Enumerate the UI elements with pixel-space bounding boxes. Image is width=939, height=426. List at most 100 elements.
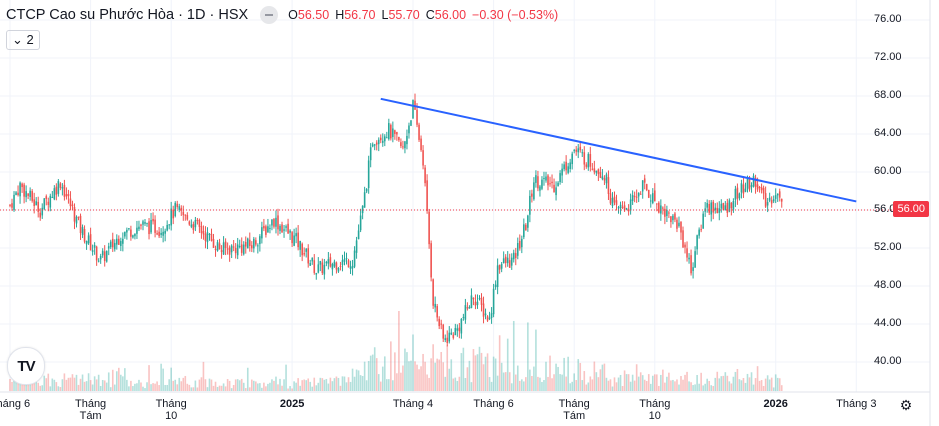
volume-bar: [244, 388, 247, 391]
volume-bar: [730, 383, 733, 391]
candle-body: [327, 259, 330, 264]
volume-bar: [279, 378, 281, 391]
candle-body: [79, 215, 82, 234]
volume-bar: [85, 381, 88, 391]
volume-bar: [140, 382, 142, 391]
candle-body: [664, 208, 666, 217]
tradingview-logo-icon[interactable]: TV: [7, 347, 45, 385]
volume-bar: [124, 368, 126, 391]
candle-body: [261, 227, 263, 239]
volume-bar: [468, 360, 471, 391]
volume-bar: [313, 377, 316, 391]
candle-body: [343, 259, 346, 262]
candle-body: [504, 256, 507, 264]
candle-body: [482, 303, 485, 317]
volume-bar: [303, 379, 305, 391]
candle-body: [244, 242, 247, 247]
candle-body: [420, 138, 422, 151]
price-tick-label: 44.00: [874, 317, 902, 329]
candle-body: [609, 193, 612, 204]
candle-body: [307, 248, 310, 264]
candle-body: [120, 240, 122, 246]
volume-bar: [686, 371, 688, 391]
volume-bar: [214, 381, 217, 391]
candle-body: [466, 307, 469, 309]
volume-bar: [704, 383, 706, 391]
candle-body: [476, 301, 479, 306]
candle-body: [615, 200, 618, 205]
candle-body: [718, 208, 721, 213]
candle-body: [508, 260, 511, 268]
candle-body: [43, 198, 46, 210]
settings-icon[interactable]: ⚙: [899, 397, 913, 413]
volume-bar: [25, 384, 27, 391]
candle-body: [510, 257, 513, 266]
volume-bar: [345, 382, 348, 391]
volume-bar: [452, 378, 455, 391]
symbol-title[interactable]: CTCP Cao su Phước Hòa · 1D · HSX: [6, 7, 249, 23]
volume-bar: [420, 366, 422, 391]
candle-body: [760, 187, 763, 191]
volume-bar: [75, 374, 78, 391]
volume-bar: [579, 362, 582, 391]
candle-body: [428, 211, 430, 245]
candle-body: [345, 258, 348, 260]
volume-bar: [440, 351, 443, 391]
candle-body: [744, 188, 747, 192]
collapse-indicators-button[interactable]: ⌄ 2: [6, 30, 40, 50]
candle-body: [271, 219, 273, 226]
volume-bar: [186, 383, 189, 391]
candle-body: [660, 205, 662, 214]
candle-body: [184, 214, 187, 216]
volume-bar: [142, 386, 144, 391]
volume-bar: [533, 366, 535, 391]
minus-icon[interactable]: [260, 6, 279, 24]
candle-body: [248, 239, 251, 246]
volume-bar: [426, 374, 428, 391]
volume-bar: [557, 366, 559, 391]
candle-body: [386, 137, 388, 139]
candle-body: [337, 267, 340, 272]
volume-bar: [182, 377, 185, 391]
candle-body: [474, 301, 477, 306]
time-tick-label: 2026: [763, 398, 788, 410]
candle-body: [128, 228, 130, 230]
volume-bar: [750, 372, 753, 391]
volume-bar: [585, 384, 588, 391]
volume-bar: [208, 378, 211, 391]
candle-body: [81, 227, 84, 235]
candle-body: [301, 243, 303, 256]
candle-body: [297, 232, 299, 248]
volume-bar: [41, 385, 44, 391]
candle-body: [383, 136, 386, 142]
volume-bar: [728, 381, 731, 391]
candle-body: [561, 168, 563, 176]
candle-body: [277, 215, 279, 230]
volume-bar: [111, 369, 114, 391]
candle-body: [595, 170, 598, 173]
candle-body: [458, 327, 461, 332]
candle-body: [698, 229, 700, 236]
symbol-legend: CTCP Cao su Phước Hòa · 1D · HSX O56.50 …: [6, 6, 558, 24]
volume-bar: [263, 382, 265, 391]
candle-body: [144, 222, 146, 224]
volume-bar: [172, 380, 175, 391]
candle-body: [182, 211, 185, 216]
trendline[interactable]: [380, 97, 857, 203]
candle-body: [647, 190, 650, 198]
volume-bar: [571, 381, 573, 391]
candle-body: [738, 193, 741, 199]
volume-bar: [388, 379, 390, 391]
candle-body: [720, 203, 723, 209]
candle-body: [464, 305, 467, 320]
candle-body: [454, 327, 457, 336]
candle-body: [472, 297, 475, 300]
volume-bar: [228, 380, 231, 391]
volume-bar: [545, 361, 547, 391]
candle-body: [442, 324, 445, 339]
candle-body: [539, 186, 541, 191]
volume-bar: [158, 385, 160, 391]
candle-body: [758, 187, 761, 189]
candle-body: [13, 194, 15, 211]
